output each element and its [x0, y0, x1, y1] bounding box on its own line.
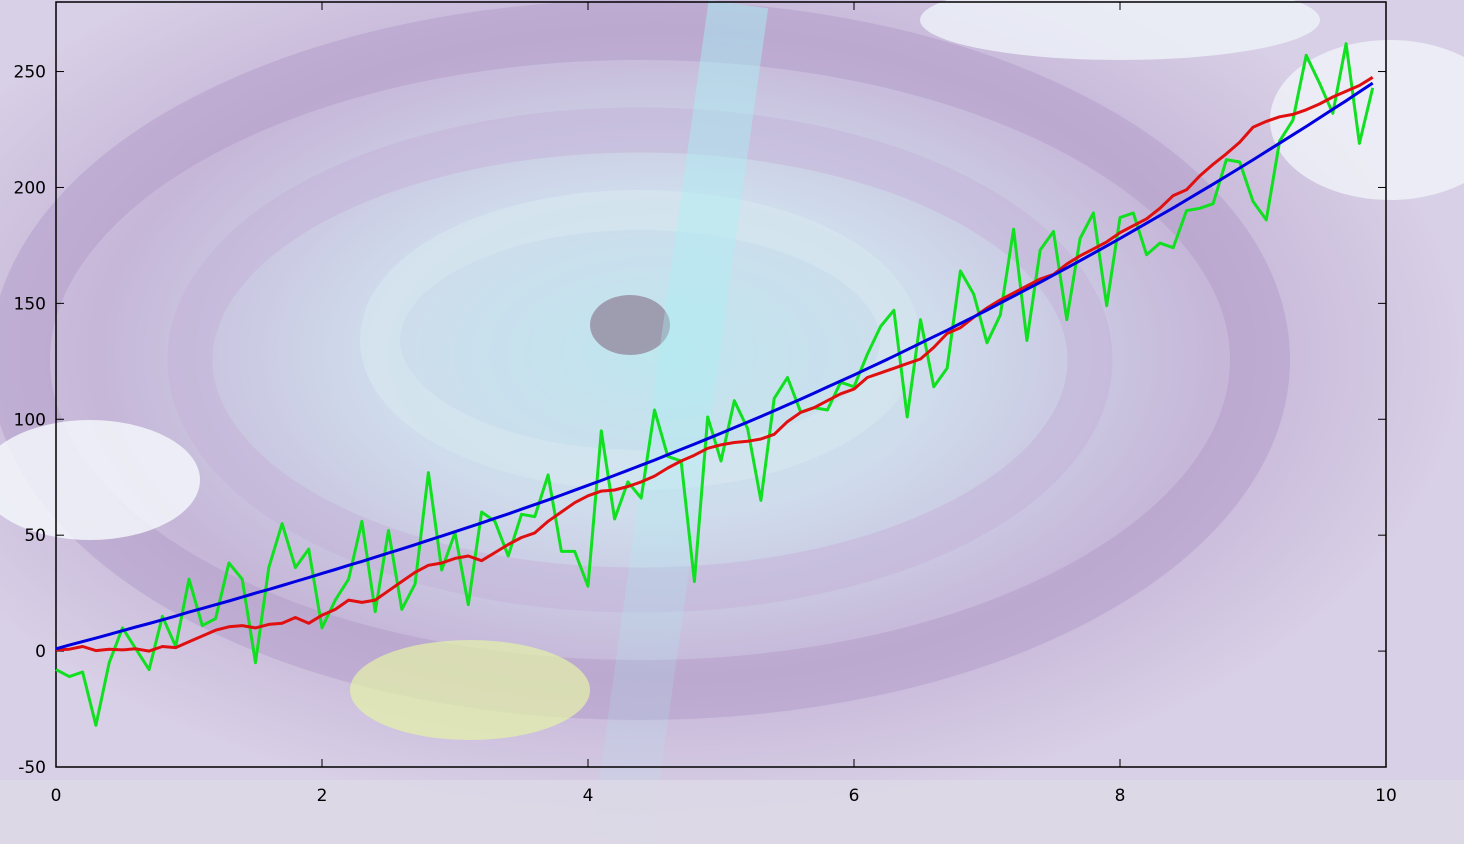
background-ground — [0, 780, 1464, 844]
y-tick-label: 150 — [14, 294, 46, 314]
series-line — [55, 81, 1374, 651]
background-spiral-arm — [360, 190, 920, 490]
y-tick-label: 0 — [35, 642, 46, 662]
series-line — [55, 42, 1375, 727]
x-tick-label: 4 — [583, 786, 594, 806]
x-axis: 0 2 4 6 8 10 — [51, 2, 1397, 806]
y-tick-label: 200 — [14, 178, 46, 198]
y-tick-label: 100 — [14, 410, 46, 430]
background-cloud — [0, 420, 200, 540]
x-tick-label: 2 — [317, 786, 328, 806]
plot-frame — [55, 1, 1387, 768]
y-axis: -50 0 50 100 150 200 250 — [14, 63, 1386, 778]
x-tick-label: 0 — [51, 786, 62, 806]
x-tick-label: 10 — [1375, 786, 1397, 806]
x-tick-label: 8 — [1115, 786, 1126, 806]
background-core — [590, 295, 670, 355]
background-glow — [350, 640, 590, 740]
y-tick-label: -50 — [18, 758, 46, 778]
background-beam — [591, 0, 769, 844]
y-tick-label: 250 — [14, 63, 46, 83]
background-cloud — [920, 0, 1320, 60]
x-tick-label: 6 — [849, 786, 860, 806]
series-line — [55, 76, 1374, 653]
y-tick-label: 50 — [24, 526, 46, 546]
series-layer — [55, 42, 1375, 727]
